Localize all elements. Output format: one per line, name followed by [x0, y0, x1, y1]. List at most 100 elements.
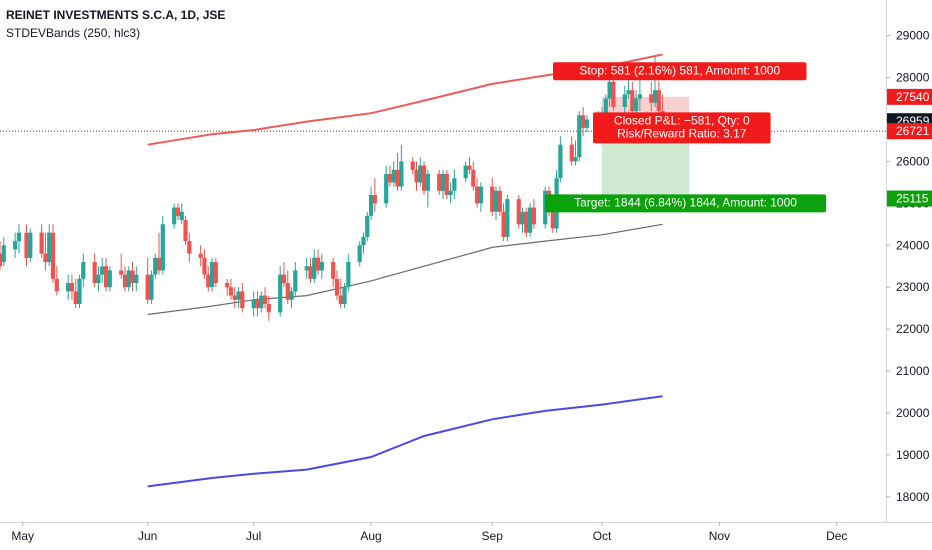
- candle-body[interactable]: [281, 274, 287, 284]
- candle-body[interactable]: [437, 174, 442, 191]
- candle-body[interactable]: [119, 270, 124, 275]
- candle-body[interactable]: [452, 178, 457, 191]
- candle-body[interactable]: [172, 207, 177, 225]
- indicator-label[interactable]: STDEVBands (250, hlc3): [6, 26, 141, 40]
- candle-body[interactable]: [361, 236, 366, 246]
- candle-body[interactable]: [384, 174, 389, 204]
- candle-body[interactable]: [145, 274, 150, 300]
- candle-body[interactable]: [414, 169, 419, 183]
- candle-body[interactable]: [346, 262, 351, 288]
- candle-body[interactable]: [520, 211, 525, 225]
- candle-body[interactable]: [28, 232, 33, 258]
- candle-body[interactable]: [357, 245, 362, 263]
- candle-body[interactable]: [259, 295, 264, 309]
- candle-body[interactable]: [107, 270, 112, 288]
- candle-body[interactable]: [100, 266, 105, 275]
- candle-body[interactable]: [531, 207, 536, 225]
- candle-body[interactable]: [569, 144, 574, 162]
- candle-body[interactable]: [308, 266, 313, 279]
- candle-body[interactable]: [550, 211, 555, 229]
- price-tag-dotted[interactable]: [887, 123, 932, 140]
- candle-body[interactable]: [558, 144, 563, 179]
- candle-body[interactable]: [474, 186, 480, 204]
- candle-body[interactable]: [24, 232, 29, 258]
- candle-body[interactable]: [493, 190, 499, 212]
- candle-body[interactable]: [66, 283, 71, 292]
- stop-label[interactable]: Stop: 581 (2.16%) 581, Amount: 1000: [553, 62, 807, 81]
- candle-body[interactable]: [228, 287, 234, 296]
- candle-body[interactable]: [387, 174, 393, 183]
- candle-body[interactable]: [342, 287, 347, 304]
- candle-body[interactable]: [209, 262, 215, 288]
- candle-body[interactable]: [213, 262, 218, 284]
- candle-body[interactable]: [13, 241, 18, 250]
- candle-body[interactable]: [580, 115, 586, 128]
- candle-body[interactable]: [505, 199, 510, 237]
- symbol-title[interactable]: REINET INVESTMENTS S.C.A, 1D, JSE: [6, 8, 226, 22]
- candle-body[interactable]: [130, 270, 135, 284]
- candle-body[interactable]: [54, 278, 59, 292]
- candle-body[interactable]: [73, 291, 78, 304]
- candle-body[interactable]: [634, 98, 639, 112]
- candle-body[interactable]: [156, 257, 162, 271]
- candle-body[interactable]: [467, 165, 472, 170]
- candle-body[interactable]: [134, 274, 139, 284]
- candle-body[interactable]: [584, 119, 589, 128]
- candle-body[interactable]: [622, 94, 627, 107]
- candle-body[interactable]: [92, 262, 97, 284]
- candle-body[interactable]: [368, 194, 374, 216]
- candle-body[interactable]: [225, 283, 230, 288]
- candle-body[interactable]: [262, 295, 268, 304]
- candle-body[interactable]: [603, 98, 608, 116]
- price-tag-target[interactable]: [887, 190, 932, 207]
- candle-body[interactable]: [478, 186, 483, 204]
- candle-body[interactable]: [391, 169, 396, 183]
- candle-body[interactable]: [463, 165, 468, 179]
- candle-body[interactable]: [611, 81, 616, 107]
- candle-body[interactable]: [577, 115, 582, 158]
- candle-body[interactable]: [240, 291, 245, 309]
- candle-body[interactable]: [122, 274, 128, 288]
- candle-body[interactable]: [285, 283, 290, 300]
- candle-body[interactable]: [278, 274, 283, 313]
- candle-body[interactable]: [315, 257, 321, 271]
- candle-body[interactable]: [649, 94, 654, 103]
- candle-body[interactable]: [497, 190, 502, 212]
- candle-body[interactable]: [202, 257, 207, 275]
- candle-body[interactable]: [365, 215, 370, 237]
- candle-body[interactable]: [448, 190, 453, 195]
- candle-body[interactable]: [319, 262, 324, 271]
- candle-body[interactable]: [0, 253, 3, 267]
- candle-body[interactable]: [43, 253, 48, 263]
- candle-body[interactable]: [656, 90, 661, 112]
- candle-body[interactable]: [421, 165, 427, 191]
- candle-body[interactable]: [418, 165, 423, 183]
- candle-body[interactable]: [399, 161, 404, 187]
- candle-body[interactable]: [395, 169, 400, 187]
- candle-body[interactable]: [16, 232, 22, 242]
- candle-body[interactable]: [236, 291, 241, 300]
- candle-body[interactable]: [425, 174, 430, 191]
- candle-body[interactable]: [81, 262, 86, 279]
- candle-body[interactable]: [630, 90, 635, 112]
- candle-body[interactable]: [198, 253, 203, 258]
- candle-body[interactable]: [490, 186, 495, 212]
- candle-body[interactable]: [312, 257, 317, 279]
- candle-body[interactable]: [160, 224, 165, 271]
- candle-body[interactable]: [153, 257, 158, 275]
- candle-body[interactable]: [573, 157, 578, 162]
- candle-body[interactable]: [251, 299, 256, 309]
- candle-body[interactable]: [304, 266, 309, 271]
- candle-body[interactable]: [50, 232, 56, 279]
- candle-body[interactable]: [126, 270, 131, 288]
- candle-body[interactable]: [501, 211, 506, 237]
- candle-body[interactable]: [524, 211, 529, 233]
- candle-body[interactable]: [471, 169, 476, 187]
- candle-body[interactable]: [626, 90, 631, 95]
- candle-body[interactable]: [516, 199, 521, 225]
- candle-body[interactable]: [652, 90, 658, 103]
- candle-body[interactable]: [179, 211, 184, 221]
- candle-body[interactable]: [293, 270, 298, 292]
